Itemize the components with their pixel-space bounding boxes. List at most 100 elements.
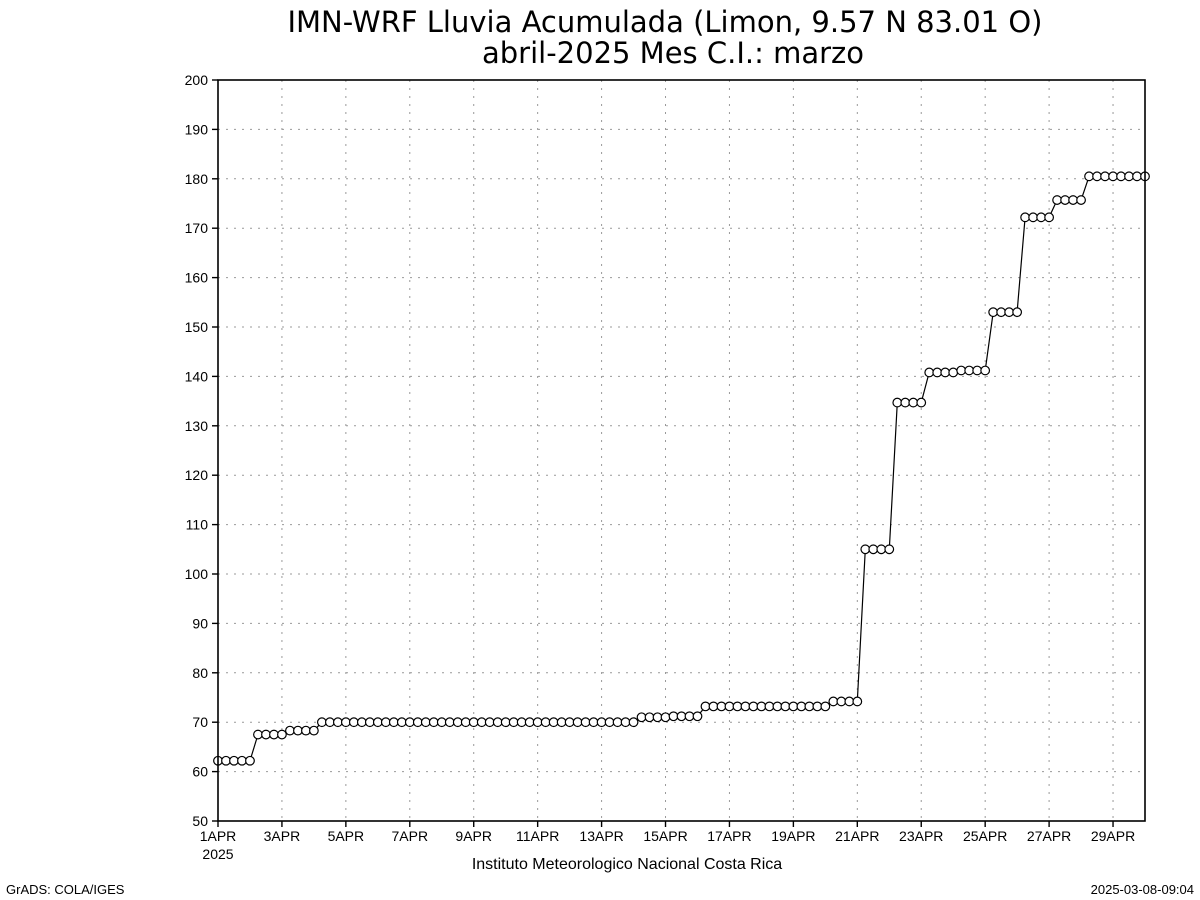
y-tick-label: 200 xyxy=(185,72,209,88)
data-point xyxy=(780,701,791,712)
x-tick-label: 7APR xyxy=(392,828,429,844)
data-point xyxy=(460,717,471,728)
data-point xyxy=(293,725,303,736)
y-tick-label: 100 xyxy=(185,566,209,582)
data-point xyxy=(308,725,319,736)
data-point xyxy=(804,701,815,712)
x-axis: 1APR 2025 3APR 5APR 7APR 9APR 11APR 13APR 15APR 1… xyxy=(200,821,1135,862)
data-point xyxy=(660,712,671,723)
y-tick-label: 110 xyxy=(186,517,209,533)
data-point xyxy=(628,717,639,728)
x-tick-label: 13APR xyxy=(579,828,623,844)
data-point xyxy=(988,307,999,318)
data-point xyxy=(620,717,631,728)
data-point xyxy=(892,397,903,408)
data-point xyxy=(596,717,607,728)
data-point xyxy=(980,365,991,376)
data-point xyxy=(532,717,543,728)
data-point xyxy=(644,712,655,723)
data-point xyxy=(652,712,663,723)
data-point xyxy=(508,717,519,728)
data-point xyxy=(820,701,831,712)
data-point xyxy=(285,725,295,736)
data-point xyxy=(788,701,799,712)
y-axis: 50 60 70 80 90 100 110 120 130 140 150 160 170 180 190… xyxy=(185,72,218,829)
data-point xyxy=(516,717,527,728)
data-point xyxy=(884,544,895,555)
data-point xyxy=(636,712,647,723)
y-tick-label: 190 xyxy=(185,121,209,137)
data-point xyxy=(828,696,839,707)
data-point xyxy=(716,701,727,712)
data-point xyxy=(444,717,455,728)
data-point xyxy=(253,729,263,740)
data-point xyxy=(245,755,255,766)
x-tick-label: 29APR xyxy=(1091,828,1135,844)
data-point xyxy=(1004,307,1015,318)
x-tick-label: 17APR xyxy=(707,828,751,844)
data-point xyxy=(324,717,335,728)
x-tick-label: 21APR xyxy=(835,828,879,844)
y-tick-label: 170 xyxy=(185,220,209,236)
footer-left: GrADS: COLA/IGES xyxy=(6,882,125,897)
data-point xyxy=(956,365,967,376)
data-point xyxy=(1100,171,1110,182)
data-point xyxy=(356,717,367,728)
data-point xyxy=(1092,171,1102,182)
data-point xyxy=(380,717,391,728)
data-point xyxy=(1132,171,1142,182)
data-point xyxy=(1020,212,1031,223)
data-point xyxy=(756,701,767,712)
data-point xyxy=(732,701,743,712)
data-point xyxy=(1124,171,1134,182)
data-point xyxy=(700,701,711,712)
data-point xyxy=(580,717,591,728)
data-point xyxy=(796,701,807,712)
x-tick-label: 5APR xyxy=(328,828,365,844)
data-point xyxy=(868,544,879,555)
data-point xyxy=(1036,212,1047,223)
data-point xyxy=(492,717,503,728)
y-tick-label: 50 xyxy=(192,813,208,829)
data-point xyxy=(468,717,479,728)
data-point xyxy=(1068,195,1078,205)
data-point xyxy=(500,717,511,728)
data-point xyxy=(221,755,231,766)
data-point xyxy=(948,367,959,378)
y-tick-label: 90 xyxy=(192,615,208,631)
data-point xyxy=(1044,212,1055,223)
y-tick-label: 80 xyxy=(192,665,208,681)
x-tick-label: 1APR xyxy=(200,828,237,844)
x-tick-label: 25APR xyxy=(963,828,1007,844)
data-point xyxy=(588,717,599,728)
data-point xyxy=(277,729,287,740)
data-point xyxy=(412,717,423,728)
data-point xyxy=(572,717,583,728)
y-tick-label: 120 xyxy=(185,467,209,483)
y-tick-label: 130 xyxy=(185,418,209,434)
data-point xyxy=(668,711,679,722)
series-line xyxy=(218,175,1145,762)
data-point xyxy=(692,711,703,722)
data-point xyxy=(876,544,887,555)
data-point xyxy=(332,717,343,728)
data-point xyxy=(1052,195,1062,205)
data-point xyxy=(676,711,687,722)
data-point xyxy=(748,701,759,712)
y-tick-label: 180 xyxy=(185,171,209,187)
data-point xyxy=(836,696,847,707)
plot-frame xyxy=(217,79,1146,822)
data-point xyxy=(940,367,951,378)
data-point xyxy=(724,701,735,712)
data-point xyxy=(420,717,431,728)
data-point xyxy=(1012,307,1023,318)
x-tick-label: 11APR xyxy=(516,828,559,844)
data-point xyxy=(924,367,935,378)
data-point xyxy=(261,729,271,740)
data-point xyxy=(852,696,863,707)
y-tick-label: 160 xyxy=(185,270,209,286)
data-point xyxy=(436,717,447,728)
data-point xyxy=(428,717,439,728)
data-point xyxy=(708,701,719,712)
data-point xyxy=(301,725,311,736)
